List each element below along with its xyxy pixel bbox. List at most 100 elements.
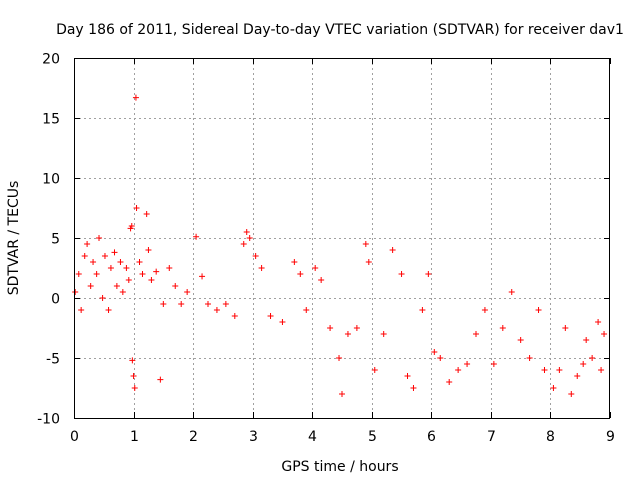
data-point	[129, 357, 136, 364]
data-point	[353, 325, 360, 331]
data-point	[160, 301, 167, 307]
data-point	[279, 319, 286, 325]
data-point	[78, 307, 85, 313]
x-tick-label: 5	[368, 429, 377, 445]
data-point	[303, 307, 310, 313]
data-point	[499, 325, 506, 331]
data-point	[101, 253, 108, 259]
x-tick-label: 9	[606, 429, 615, 445]
y-tick-label: 20	[42, 52, 60, 68]
data-point	[574, 373, 581, 379]
data-point	[562, 325, 569, 331]
data-point	[75, 271, 82, 277]
data-point	[490, 361, 497, 367]
x-tick-label: 3	[249, 429, 258, 445]
data-point	[107, 265, 114, 271]
data-point	[72, 289, 79, 295]
data-point	[291, 259, 298, 265]
x-tick-label: 4	[308, 429, 317, 445]
data-point	[139, 271, 146, 277]
data-point	[541, 367, 548, 373]
data-point	[84, 241, 91, 247]
data-points	[72, 94, 608, 397]
y-tick-label: 10	[42, 172, 60, 188]
x-tick-label: 7	[487, 429, 496, 445]
data-point	[312, 265, 319, 271]
data-point	[464, 361, 471, 367]
x-tick-label: 1	[130, 429, 139, 445]
data-point	[117, 259, 124, 265]
data-point	[410, 385, 417, 391]
x-tick-label: 0	[70, 429, 79, 445]
data-point	[81, 253, 88, 259]
data-point	[365, 259, 372, 265]
data-point	[556, 367, 563, 373]
y-tick-label: -5	[46, 352, 60, 368]
data-point	[184, 289, 191, 295]
data-point	[589, 355, 596, 361]
data-point	[473, 331, 479, 337]
data-point	[419, 307, 426, 313]
data-point	[583, 337, 590, 343]
data-point	[535, 307, 542, 313]
data-point	[455, 367, 462, 373]
data-point	[481, 307, 488, 313]
data-point	[132, 94, 139, 101]
data-point	[213, 307, 220, 313]
data-point	[398, 271, 405, 277]
data-point	[87, 283, 94, 289]
data-point	[362, 241, 369, 247]
x-tick-label: 6	[427, 429, 436, 445]
data-point	[193, 233, 200, 240]
data-point	[178, 301, 185, 307]
data-point	[252, 253, 259, 259]
data-point	[111, 249, 118, 256]
data-point	[598, 367, 605, 373]
y-tick-label: 0	[51, 292, 60, 308]
data-point	[131, 385, 138, 391]
data-point	[123, 265, 130, 271]
data-point	[148, 277, 155, 283]
data-point	[580, 361, 587, 367]
data-point	[130, 373, 137, 379]
data-point	[166, 265, 173, 271]
y-tick-label: -10	[37, 412, 60, 428]
data-point	[90, 259, 97, 265]
data-point	[119, 289, 126, 295]
chart-title: Day 186 of 2011, Sidereal Day-to-day VTE…	[56, 22, 624, 38]
data-point	[143, 211, 150, 217]
data-point	[517, 337, 524, 343]
data-point	[425, 271, 432, 277]
grid-lines	[74, 58, 610, 418]
y-tick-label: 15	[42, 112, 60, 128]
data-point	[267, 313, 274, 319]
data-point	[526, 355, 533, 361]
data-point	[568, 391, 575, 397]
data-point	[96, 235, 103, 241]
data-point	[133, 205, 140, 211]
data-point	[205, 301, 211, 307]
data-point	[222, 301, 229, 307]
data-point	[508, 289, 515, 295]
data-point	[297, 271, 304, 277]
data-point	[389, 247, 396, 253]
data-point	[327, 325, 334, 331]
y-tick-label: 5	[51, 232, 60, 248]
data-point	[93, 271, 100, 277]
data-point	[404, 373, 411, 379]
data-point	[125, 277, 132, 283]
data-point	[136, 259, 143, 265]
data-point	[172, 283, 179, 289]
x-axis-label: GPS time / hours	[281, 459, 398, 475]
data-point	[199, 273, 206, 280]
axis-ticks: 0 1 2 3 4 5 6 7 8 9 -10 -5 0 5 10 15 20	[37, 52, 615, 446]
data-point	[231, 313, 238, 319]
data-point	[336, 355, 343, 361]
data-point	[344, 331, 351, 337]
y-axis-label: SDTVAR / TECUs	[6, 181, 22, 296]
data-point	[153, 268, 160, 275]
data-point	[318, 277, 325, 283]
x-tick-label: 2	[189, 429, 198, 445]
data-point	[595, 319, 602, 325]
